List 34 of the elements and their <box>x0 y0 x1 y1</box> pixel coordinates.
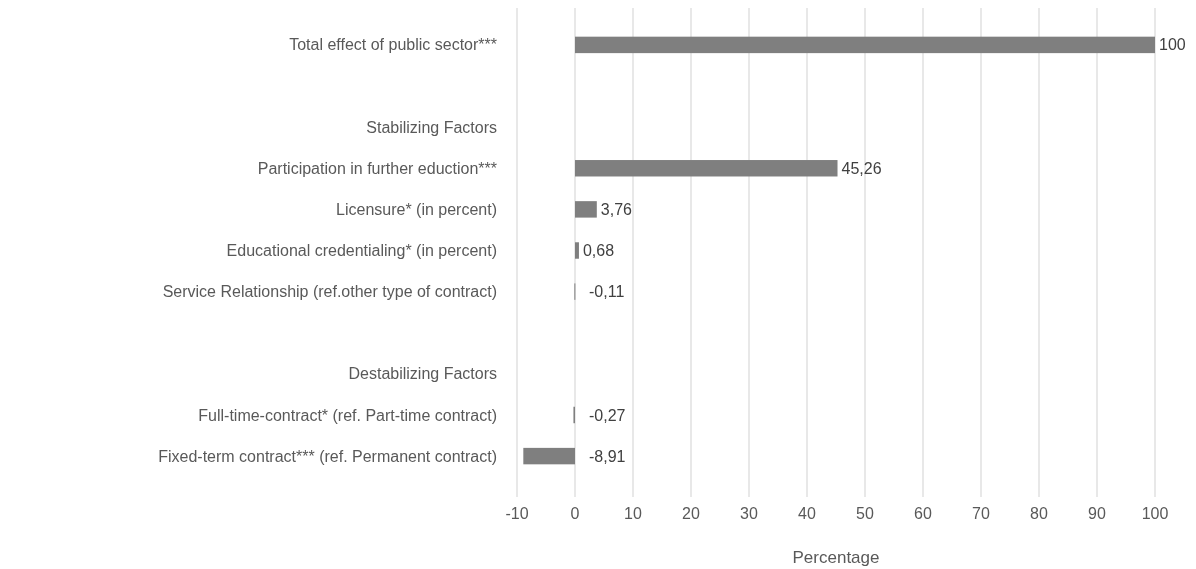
x-tick-label: 70 <box>972 505 990 522</box>
x-tick-label: 50 <box>856 505 874 522</box>
bar <box>575 36 1155 54</box>
x-tick-label: 80 <box>1030 505 1048 522</box>
x-tick-label: 30 <box>740 505 758 522</box>
y-tick-label: Stabilizing Factors <box>366 118 497 136</box>
x-axis-title: Percentage <box>792 548 880 567</box>
bar <box>575 160 838 177</box>
x-tick-label: 0 <box>570 505 580 522</box>
bar <box>575 201 597 218</box>
y-tick-label: Service Relationship (ref.other type of contract) <box>162 283 497 301</box>
data-label: 0,68 <box>582 242 615 260</box>
x-tick-label: 100 <box>1141 505 1169 522</box>
data-label: -8,91 <box>589 447 626 465</box>
data-label: 45,26 <box>841 159 882 177</box>
data-label: 100 <box>1159 36 1186 54</box>
data-label: 3,76 <box>600 200 633 218</box>
y-tick-label: Total effect of public sector*** <box>289 36 497 54</box>
y-tick-label: Participation in further eduction*** <box>257 159 497 177</box>
bar <box>523 447 575 465</box>
y-tick-label: Educational credentialing* (in percent) <box>226 242 497 260</box>
x-tick-label: 10 <box>624 505 642 522</box>
x-tick-label: -10 <box>505 505 529 522</box>
y-tick-label: Licensure* (in percent) <box>336 200 497 218</box>
y-tick-label: Fixed-term contract*** (ref. Permanent contract) <box>158 447 497 465</box>
bar <box>575 242 579 259</box>
x-tick-label: 20 <box>682 505 700 522</box>
x-tick-label: 60 <box>914 505 932 522</box>
y-tick-label: Destabilizing Factors <box>348 365 497 383</box>
x-tick-label: 90 <box>1088 505 1106 522</box>
data-label: -0,11 <box>589 283 625 301</box>
x-tick-label: 40 <box>798 505 816 522</box>
data-label: -0,27 <box>589 406 626 424</box>
y-tick-label: Full-time-contract* (ref. Part-time contract) <box>198 406 497 424</box>
